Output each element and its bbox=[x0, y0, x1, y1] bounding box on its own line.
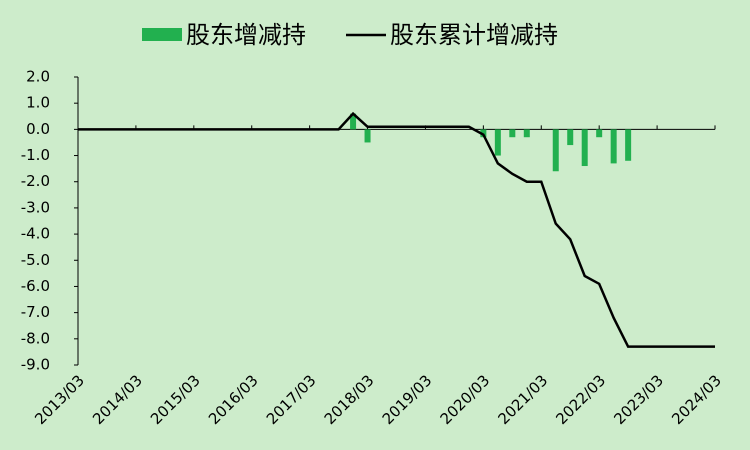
y-tick-label: -8.0 bbox=[21, 329, 50, 347]
legend-label: 股东增减持 bbox=[186, 21, 306, 49]
x-tick-label: 2017/03 bbox=[263, 371, 320, 428]
x-tick-label: 2019/03 bbox=[379, 371, 436, 428]
legend-swatch bbox=[142, 28, 182, 41]
x-tick-label: 2020/03 bbox=[437, 371, 494, 428]
bar bbox=[350, 113, 357, 130]
x-tick-label: 2018/03 bbox=[321, 371, 378, 428]
x-tick-label: 2022/03 bbox=[552, 371, 609, 428]
bar bbox=[596, 129, 603, 138]
legend-label: 股东累计增减持 bbox=[390, 21, 558, 49]
bar bbox=[494, 129, 501, 156]
x-tick-label: 2024/03 bbox=[668, 371, 725, 428]
y-tick-label: -1.0 bbox=[21, 146, 50, 164]
y-tick-label: -2.0 bbox=[21, 172, 50, 190]
y-tick-label: -4.0 bbox=[21, 225, 50, 243]
y-tick-label: -9.0 bbox=[21, 356, 50, 374]
bar bbox=[567, 129, 574, 146]
y-tick-label: 0.0 bbox=[26, 120, 50, 138]
y-tick-label: -6.0 bbox=[21, 277, 50, 295]
y-tick-label: 1.0 bbox=[26, 94, 50, 112]
x-tick-label: 2015/03 bbox=[147, 371, 204, 428]
y-tick-label: -3.0 bbox=[21, 198, 50, 216]
line bbox=[78, 111, 715, 348]
y-tick-label: -5.0 bbox=[21, 251, 50, 269]
bar bbox=[625, 129, 632, 161]
bar bbox=[523, 129, 530, 138]
bar bbox=[610, 129, 617, 164]
x-tick-label: 2013/03 bbox=[31, 371, 88, 428]
x-tick-label: 2023/03 bbox=[610, 371, 667, 428]
y-tick-label: -7.0 bbox=[21, 303, 50, 321]
bar bbox=[581, 129, 588, 167]
bar bbox=[509, 129, 516, 138]
bar bbox=[364, 129, 371, 143]
y-tick-label: 2.0 bbox=[26, 68, 50, 86]
x-tick-label: 2016/03 bbox=[205, 371, 262, 428]
x-tick-label: 2021/03 bbox=[494, 371, 551, 428]
x-tick-label: 2014/03 bbox=[89, 371, 146, 428]
bar bbox=[552, 129, 559, 172]
